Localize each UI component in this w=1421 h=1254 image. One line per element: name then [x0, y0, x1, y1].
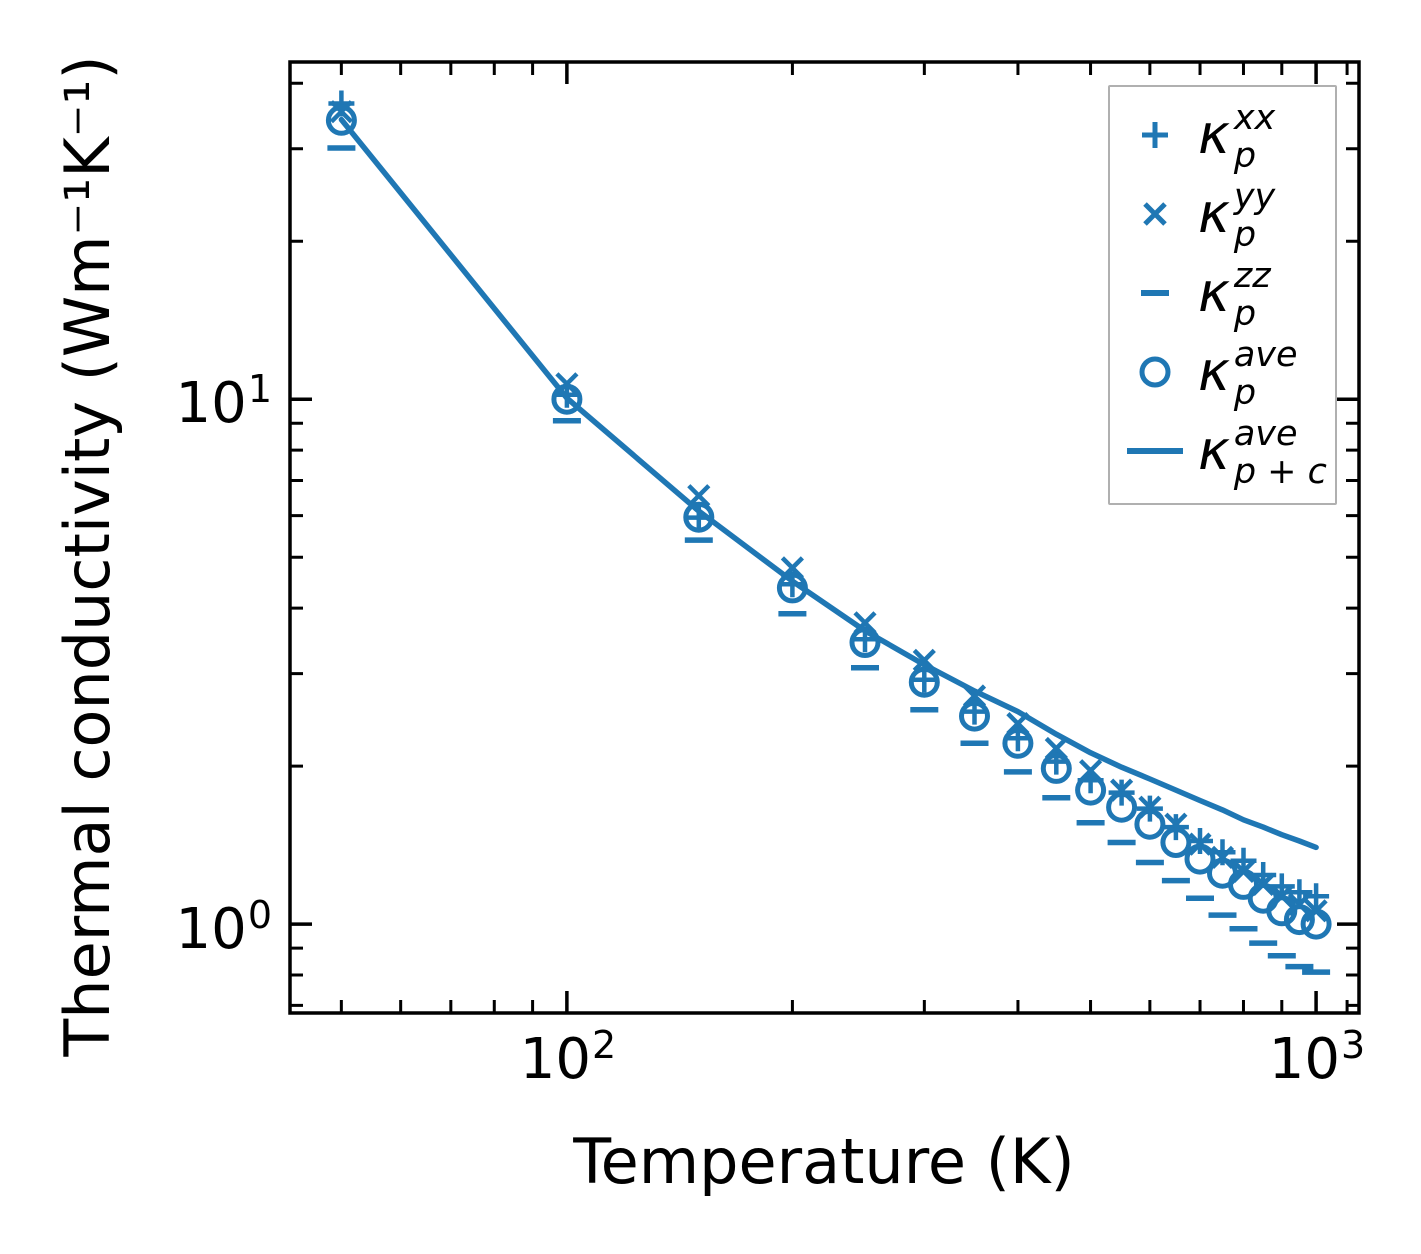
legend-entry-kappa-xx: κ xx p — [1110, 97, 1335, 173]
plus-marker-icon — [1142, 122, 1168, 148]
dash-marker-icon — [1141, 290, 1169, 296]
series-markers-kappa_p_zz — [327, 145, 1331, 975]
axes-frame — [288, 60, 1361, 1015]
legend-entry-kappa-zz: κ zz p — [1110, 255, 1335, 331]
legend-label: κ ave p — [1198, 334, 1298, 413]
legend-entry-kappa-p-plus-c-ave: κ ave p + c — [1110, 413, 1335, 489]
y-tick-label-10e1: 101 — [175, 367, 272, 436]
legend-label: κ yy p — [1198, 176, 1276, 255]
legend-entry-kappa-ave: κ ave p — [1110, 334, 1335, 410]
minor-ticks — [290, 62, 1359, 1013]
major-ticks — [290, 62, 1359, 1013]
line-swatch-icon — [1127, 448, 1183, 454]
y-axis-label: Thermal conductivity (Wm⁻¹K⁻¹) — [50, 55, 124, 1057]
series-markers-kappa_p_ave — [325, 104, 1332, 940]
y-tick-label-10e0: 100 — [175, 893, 272, 962]
x-axis-label: Temperature (K) — [573, 1125, 1075, 1198]
circle-marker-icon — [1139, 356, 1171, 388]
series-line-kappa_p_plus_c_ave — [338, 116, 1319, 851]
legend-label: κ xx p — [1198, 97, 1276, 176]
x-tick-label-10e3: 103 — [1268, 1023, 1366, 1092]
legend-box: κ xx p κ yy p κ zz p κ ave p κ ave p + c — [1108, 85, 1337, 505]
legend-label: κ ave p + c — [1198, 413, 1327, 492]
x-tick-label-10e2: 102 — [519, 1023, 617, 1092]
legend-label: κ zz p — [1198, 255, 1271, 334]
cross-marker-icon — [1143, 202, 1167, 226]
legend-entry-kappa-yy: κ yy p — [1110, 176, 1335, 252]
